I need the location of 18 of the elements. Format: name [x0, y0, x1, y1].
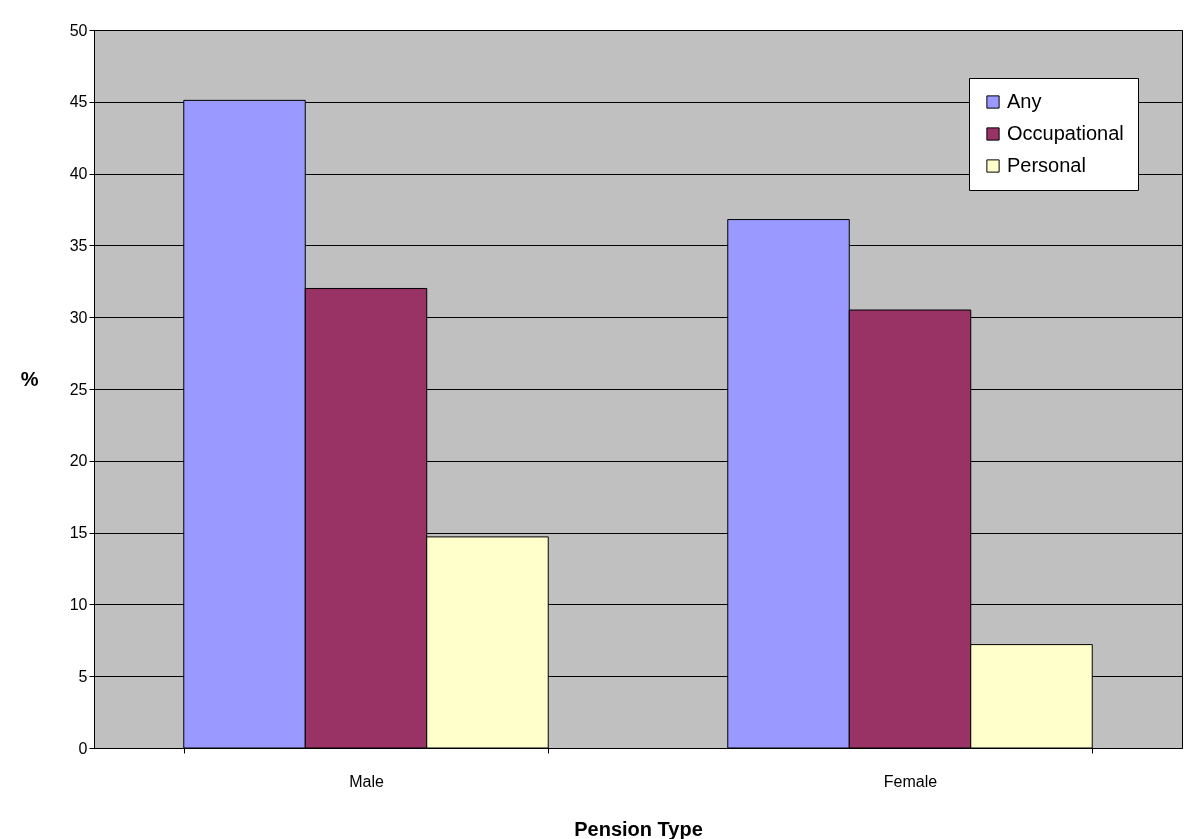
y-tick-label: 5 — [78, 667, 88, 685]
y-tick-label: 25 — [69, 380, 88, 398]
y-tick-label: 30 — [69, 308, 88, 326]
y-tick-label: 35 — [69, 236, 88, 254]
x-tick-label: Female — [883, 772, 938, 790]
y-axis-title: % — [20, 367, 39, 390]
y-tick-label: 10 — [69, 595, 88, 613]
legend-label: Personal — [1007, 154, 1086, 176]
legend-label: Occupational — [1007, 122, 1124, 144]
y-tick-label: 20 — [69, 452, 88, 470]
legend-label: Any — [1007, 90, 1042, 112]
x-tick-label: Male — [349, 772, 384, 790]
x-axis-title: Pension Type — [574, 817, 703, 839]
y-tick-label: 50 — [69, 21, 88, 39]
y-tick-label: 0 — [78, 739, 88, 757]
y-tick-label: 45 — [69, 93, 88, 111]
y-tick-label: 40 — [69, 165, 88, 183]
y-tick-label: 15 — [69, 524, 88, 542]
